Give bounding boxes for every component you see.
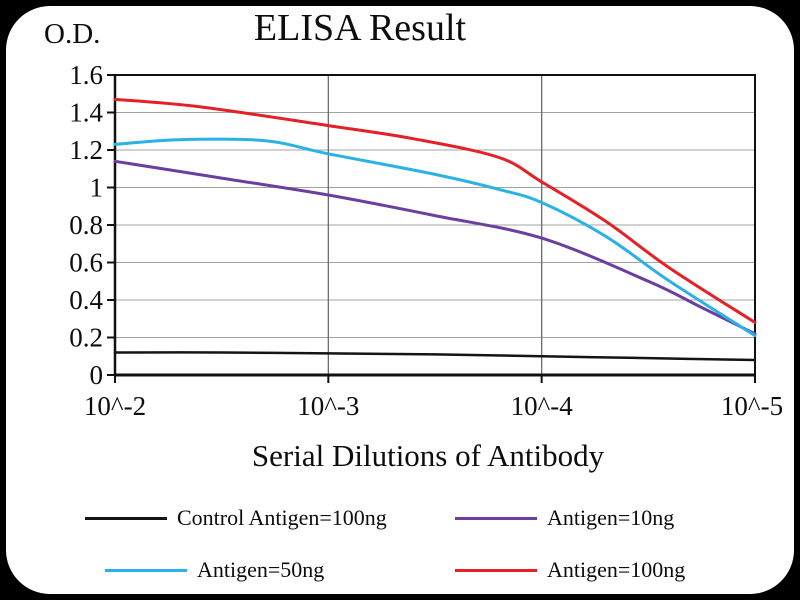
legend-item-antigen-100ng: Antigen=100ng [455, 557, 685, 583]
chart-title: ELISA Result [253, 7, 467, 49]
x-axis-label: Serial Dilutions of Antibody [251, 438, 605, 473]
legend-label: Antigen=100ng [547, 557, 686, 582]
chart-legend: Control Antigen=100ng Antigen=10ng Antig… [0, 493, 800, 597]
legend-item-antigen-10ng: Antigen=10ng [455, 505, 674, 531]
svg-text:0.2: 0.2 [69, 323, 103, 353]
svg-text:10^-3: 10^-3 [297, 391, 359, 421]
svg-text:0.6: 0.6 [69, 248, 103, 278]
svg-text:1.4: 1.4 [69, 98, 103, 128]
legend-line-swatch [85, 516, 167, 520]
legend-label: Control Antigen=100ng [177, 505, 387, 530]
legend-item-control-antigen: Control Antigen=100ng [85, 505, 387, 531]
svg-text:10^-2: 10^-2 [84, 391, 146, 421]
legend-item-antigen-50ng: Antigen=50ng [105, 557, 324, 583]
svg-text:1: 1 [90, 173, 104, 203]
svg-text:1.2: 1.2 [69, 135, 103, 165]
legend-line-swatch [105, 568, 187, 572]
svg-text:1.6: 1.6 [69, 60, 103, 90]
legend-label: Antigen=10ng [547, 505, 675, 530]
legend-label: Antigen=50ng [197, 557, 325, 582]
svg-text:0.8: 0.8 [69, 210, 103, 240]
svg-text:10^-5: 10^-5 [721, 391, 783, 421]
legend-line-swatch [455, 516, 537, 520]
y-axis-label: O.D. [44, 18, 101, 50]
svg-text:0: 0 [90, 360, 104, 390]
legend-line-swatch [455, 568, 537, 572]
svg-text:10^-4: 10^-4 [511, 391, 574, 421]
chart-svg: 0 0.2 0.4 0.6 0.8 1 1.2 1.4 1.6 10^-2 10^-3 10^-4 10… [69, 60, 783, 421]
svg-text:0.4: 0.4 [69, 285, 103, 315]
